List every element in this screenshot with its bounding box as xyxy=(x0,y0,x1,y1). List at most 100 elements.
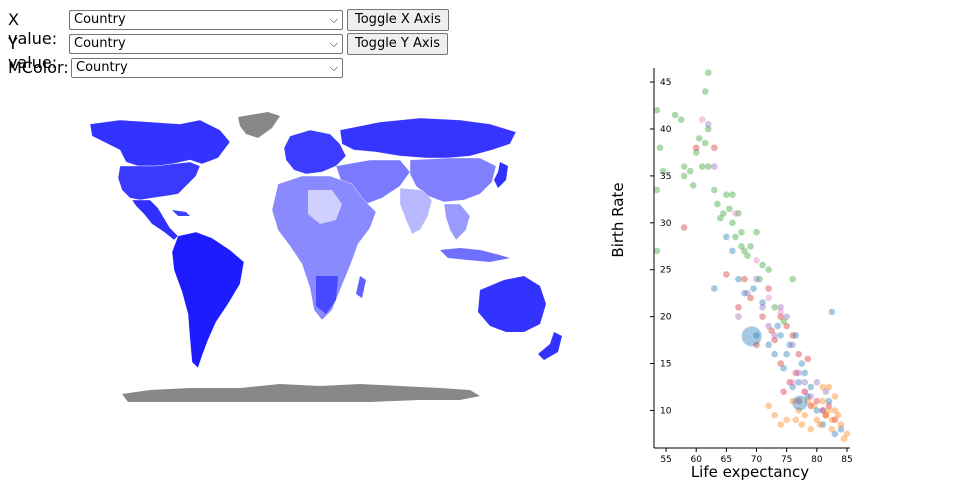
scatter-point[interactable] xyxy=(840,435,848,442)
scatter-point[interactable] xyxy=(741,275,748,283)
scatter-point[interactable] xyxy=(726,205,733,213)
scatter-point[interactable] xyxy=(723,233,730,241)
scatter-point[interactable] xyxy=(680,172,688,180)
scatter-point[interactable] xyxy=(765,341,772,349)
scatter-point[interactable] xyxy=(656,144,664,152)
map-region-caribbean[interactable] xyxy=(172,210,190,216)
map-region-madagascar[interactable] xyxy=(356,276,366,298)
scatter-point[interactable] xyxy=(801,379,809,386)
scatter-point[interactable] xyxy=(801,369,809,377)
scatter-point[interactable] xyxy=(825,402,833,410)
scatter-point[interactable] xyxy=(792,332,800,339)
scatter-point[interactable] xyxy=(765,402,772,410)
scatter-point[interactable] xyxy=(837,421,845,428)
scatter-point[interactable] xyxy=(777,313,784,320)
scatter-point[interactable] xyxy=(783,313,790,320)
scatter-point[interactable] xyxy=(711,163,718,170)
scatter-point[interactable] xyxy=(732,233,739,241)
map-region-central-america[interactable] xyxy=(131,199,179,241)
scatter-point[interactable] xyxy=(813,407,821,414)
scatter-point[interactable] xyxy=(711,186,718,194)
scatter-point[interactable] xyxy=(704,163,712,170)
scatter-point[interactable] xyxy=(807,383,815,391)
scatter-point[interactable] xyxy=(804,355,812,363)
scatter-point[interactable] xyxy=(686,167,694,175)
map-region-north-america-north[interactable] xyxy=(89,119,231,167)
scatter-point[interactable] xyxy=(744,289,751,297)
scatter-point[interactable] xyxy=(765,322,772,330)
scatter-point[interactable] xyxy=(813,397,821,405)
scatter-point[interactable] xyxy=(828,425,836,433)
scatter-point[interactable] xyxy=(771,350,778,358)
scatter-point[interactable] xyxy=(804,393,812,400)
scatter-point[interactable] xyxy=(735,313,742,320)
scatter-point[interactable] xyxy=(735,303,742,311)
scatter-point[interactable] xyxy=(822,411,830,419)
toggle-x-axis-button[interactable]: Toggle X Axis xyxy=(347,9,449,31)
scatter-point[interactable] xyxy=(771,336,778,344)
scatter-point[interactable] xyxy=(653,247,661,255)
toggle-y-axis-button[interactable]: Toggle Y Axis xyxy=(347,33,448,55)
scatter-point[interactable] xyxy=(789,275,797,283)
map-region-southeast-asia[interactable] xyxy=(443,203,471,241)
scatter-point[interactable] xyxy=(753,275,760,283)
scatter-point[interactable] xyxy=(789,397,797,405)
scatter-point[interactable] xyxy=(777,303,784,311)
scatter-point[interactable] xyxy=(765,294,772,302)
scatter-point[interactable] xyxy=(756,275,763,283)
scatter-point[interactable] xyxy=(729,219,736,227)
scatter-point-large[interactable] xyxy=(792,395,808,411)
map-region-japan[interactable] xyxy=(494,162,508,188)
scatter-point[interactable] xyxy=(680,224,688,231)
scatter-point[interactable] xyxy=(789,379,797,386)
scatter-point[interactable] xyxy=(777,421,784,428)
scatter-point[interactable] xyxy=(747,242,754,250)
scatter-point[interactable] xyxy=(777,360,784,367)
scatter-point[interactable] xyxy=(759,261,766,269)
scatter-point[interactable] xyxy=(759,303,766,311)
scatter-point[interactable] xyxy=(777,332,784,339)
map-region-east-asia[interactable] xyxy=(409,157,497,203)
scatter-point[interactable] xyxy=(819,397,827,405)
scatter-point[interactable] xyxy=(747,294,754,302)
scatter-point[interactable] xyxy=(692,149,700,156)
map-region-sahel[interactable] xyxy=(308,190,342,224)
scatter-point[interactable] xyxy=(783,322,790,330)
map-region-russia[interactable] xyxy=(339,117,517,159)
scatter-point[interactable] xyxy=(653,106,661,114)
scatter-point[interactable] xyxy=(711,144,718,152)
scatter-point[interactable] xyxy=(753,257,760,264)
mcolor-select[interactable]: Country ⌵ xyxy=(71,58,343,78)
scatter-point[interactable] xyxy=(704,120,712,128)
scatter-point[interactable] xyxy=(777,308,784,316)
scatter-point[interactable] xyxy=(807,425,815,433)
scatter-point[interactable] xyxy=(828,416,836,424)
scatter-point[interactable] xyxy=(837,425,845,433)
scatter-point[interactable] xyxy=(677,116,685,123)
scatter-point[interactable] xyxy=(792,369,800,377)
scatter-point[interactable] xyxy=(831,407,839,414)
scatter-point[interactable] xyxy=(698,116,706,123)
scatter-point[interactable] xyxy=(786,379,793,386)
scatter-point[interactable] xyxy=(795,407,803,414)
map-region-antarctica[interactable] xyxy=(122,384,480,402)
scatter-point[interactable] xyxy=(729,191,736,198)
scatter-point[interactable] xyxy=(771,332,778,339)
scatter-point[interactable] xyxy=(741,289,748,297)
scatter-point[interactable] xyxy=(783,350,790,358)
scatter-point[interactable] xyxy=(704,125,712,133)
map-region-southern-africa[interactable] xyxy=(316,276,338,314)
scatter-point[interactable] xyxy=(741,247,748,255)
scatter-point[interactable] xyxy=(831,393,839,400)
scatter-point[interactable] xyxy=(810,402,818,410)
scatter-point[interactable] xyxy=(774,322,781,330)
scatter-point[interactable] xyxy=(813,379,821,386)
scatter-point[interactable] xyxy=(825,397,833,405)
scatter-point[interactable] xyxy=(735,210,742,217)
scatter-point[interactable] xyxy=(759,313,766,320)
scatter-point[interactable] xyxy=(828,308,836,316)
scatter-point[interactable] xyxy=(819,407,827,414)
map-region-australia[interactable] xyxy=(478,276,546,332)
scatter-point[interactable] xyxy=(780,388,787,396)
scatter-point[interactable] xyxy=(744,252,751,259)
